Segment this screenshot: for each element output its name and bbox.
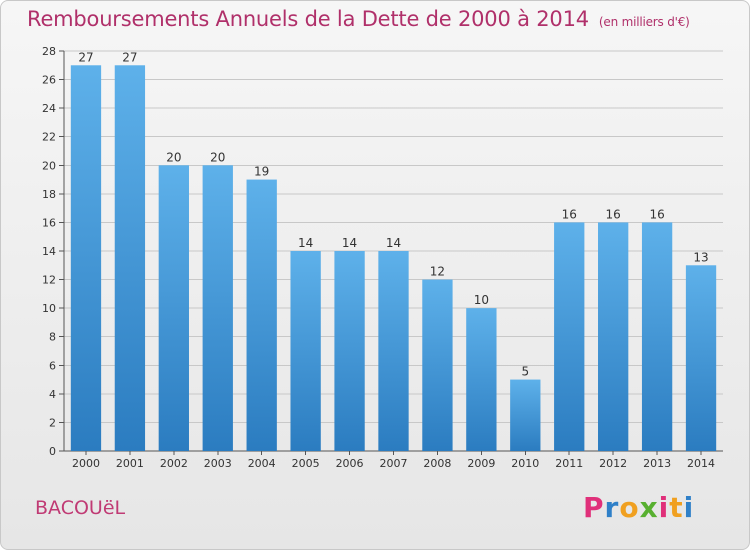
y-tick-label: 16 [42, 216, 56, 229]
x-tick-label-2012: 2012 [599, 457, 627, 470]
bar-2009 [466, 308, 497, 451]
y-tick-label: 28 [42, 45, 56, 58]
data-label-2012: 16 [606, 207, 621, 221]
y-tick-label: 24 [42, 102, 56, 115]
x-tick-label-2006: 2006 [336, 457, 364, 470]
commune-name: BACOUëL [35, 497, 126, 519]
data-label-2009: 10 [474, 293, 489, 307]
logo-letter: i [683, 491, 695, 524]
data-label-2013: 16 [649, 207, 664, 221]
data-label-2000: 27 [78, 50, 93, 64]
x-tick-label-2013: 2013 [643, 457, 671, 470]
data-label-2011: 16 [562, 207, 577, 221]
x-tick-label-2011: 2011 [555, 457, 583, 470]
chart-unit: (en milliers d'€) [598, 15, 690, 29]
y-tick-label: 18 [42, 188, 56, 201]
logo-letter: r [604, 491, 620, 524]
y-tick-label: 2 [49, 416, 56, 429]
y-tick-label: 8 [49, 331, 56, 344]
y-tick-label: 4 [49, 388, 56, 401]
x-tick-label-2004: 2004 [248, 457, 276, 470]
bar-2001 [114, 65, 146, 452]
logo-letter: o [619, 491, 640, 524]
data-label-2008: 12 [430, 265, 445, 279]
chart-title: Remboursements Annuels de la Dette de 20… [27, 7, 690, 31]
y-tick-label: 22 [42, 131, 56, 144]
data-label-2003: 20 [210, 150, 225, 164]
x-tick-label-2000: 2000 [72, 457, 100, 470]
data-label-2001: 27 [122, 50, 137, 64]
bars [70, 65, 717, 452]
logo-letter: P [583, 491, 605, 524]
bar-2005 [290, 251, 321, 451]
data-label-2010: 5 [521, 365, 529, 379]
y-tick-label: 12 [42, 274, 56, 287]
x-tick-label-2008: 2008 [423, 457, 451, 470]
labels: 27 27 20 20 19 14 14 14 12 10 5 16 16 16 13 [78, 50, 708, 378]
y-tick-label: 14 [42, 245, 56, 258]
bar-2003 [202, 165, 233, 452]
bar-2012 [598, 222, 629, 451]
chart-title-text: Remboursements Annuels de la Dette de 20… [27, 7, 589, 31]
y-tick-label: 10 [42, 302, 56, 315]
y-tick-label: 0 [49, 445, 56, 458]
y-tick-label: 20 [42, 159, 56, 172]
data-label-2005: 14 [298, 236, 313, 250]
bar-2002 [158, 165, 189, 452]
x-tick-label-2014: 2014 [687, 457, 715, 470]
logo-letter: x [639, 491, 659, 524]
x-tick-label-2005: 2005 [292, 457, 320, 470]
x-tick-label-2003: 2003 [204, 457, 232, 470]
data-label-2002: 20 [166, 150, 181, 164]
data-label-2004: 19 [254, 165, 269, 179]
y-tick-label: 6 [49, 359, 56, 372]
data-label-2014: 13 [693, 250, 708, 264]
x-tick-label-2010: 2010 [511, 457, 539, 470]
data-label-2007: 14 [386, 236, 401, 250]
bar-2008 [422, 279, 453, 451]
bar-2004 [246, 179, 277, 452]
bar-2011 [554, 222, 585, 451]
logo-letter: i [658, 491, 670, 524]
x-tick-label-2009: 2009 [467, 457, 495, 470]
proxiti-logo: Proxiti [583, 491, 694, 524]
bar-2006 [334, 251, 365, 451]
data-label-2006: 14 [342, 236, 357, 250]
x-tick-label-2007: 2007 [380, 457, 408, 470]
bar-2010 [510, 379, 541, 451]
bar-2000 [70, 65, 102, 452]
logo-letter: t [669, 491, 684, 524]
x-tick-label-2001: 2001 [116, 457, 144, 470]
bar-2007 [378, 251, 409, 451]
y-tick-label: 26 [42, 74, 56, 87]
bar-2014 [685, 265, 717, 451]
x-tick-label-2002: 2002 [160, 457, 188, 470]
bar-2013 [641, 222, 673, 451]
